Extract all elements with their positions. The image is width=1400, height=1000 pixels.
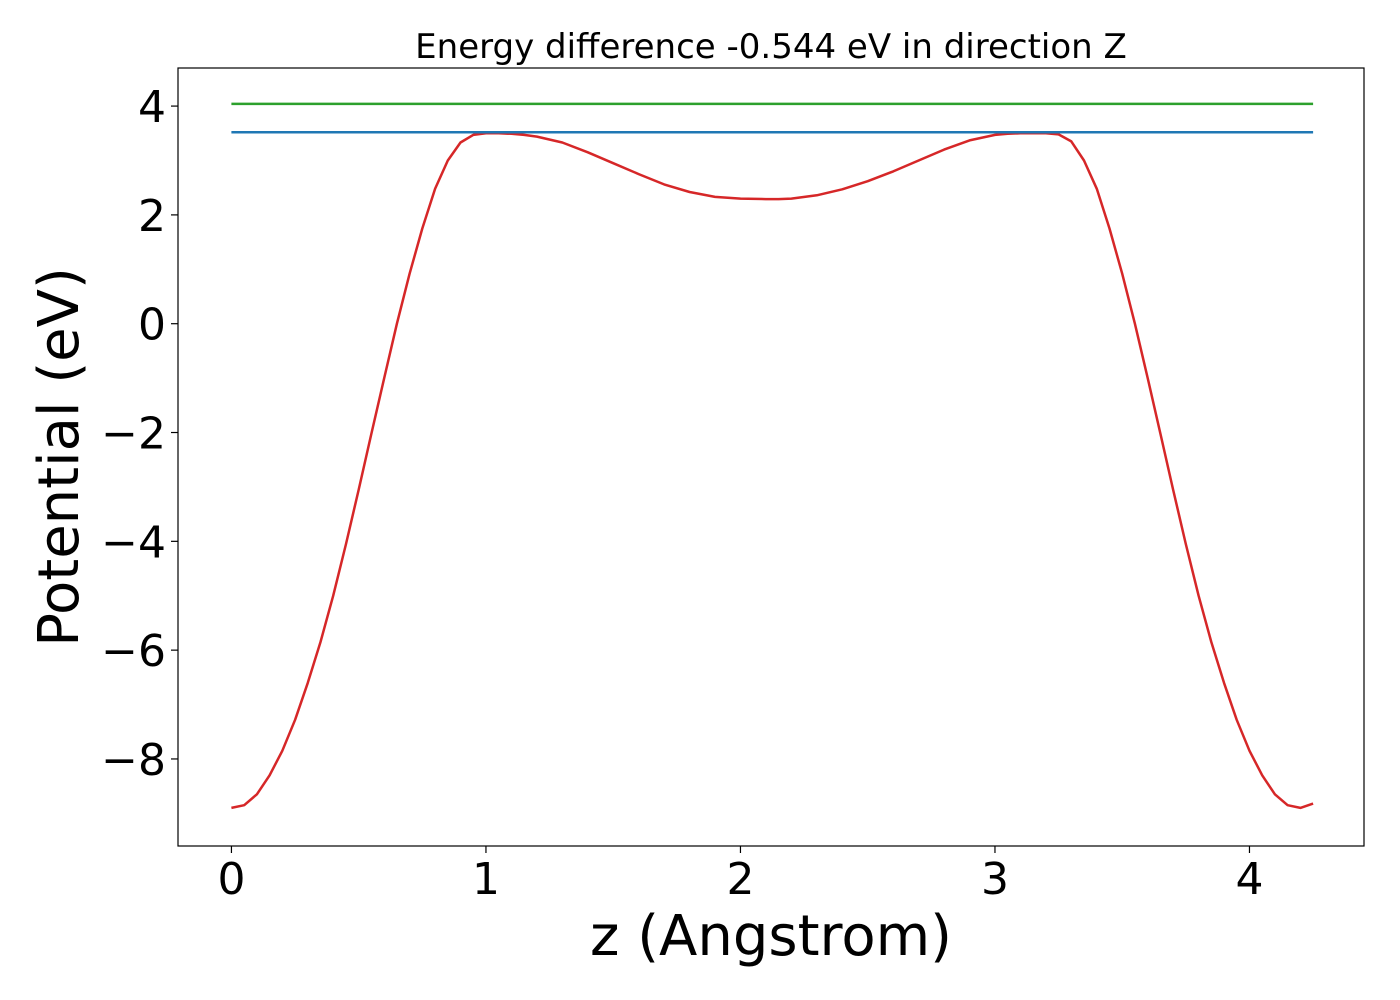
y-tick-label: −6 bbox=[101, 626, 166, 677]
x-tick-label: 4 bbox=[1235, 854, 1263, 905]
y-tick-label: −4 bbox=[101, 517, 166, 568]
y-axis-label: Potential (eV) bbox=[27, 267, 92, 647]
y-tick-label: −2 bbox=[101, 409, 166, 460]
y-tick-label: −8 bbox=[101, 735, 166, 786]
series-layer bbox=[231, 102, 1314, 810]
tick-layer: 0 1 2 3 4 4 2 0 −2 −4 −6 −8 bbox=[101, 82, 1263, 905]
x-tick-label: 3 bbox=[981, 854, 1009, 905]
y-tick-label: 4 bbox=[138, 82, 166, 133]
series-line-1 bbox=[231, 132, 1314, 810]
y-tick-label: 0 bbox=[138, 300, 166, 351]
x-axis-label: z (Angstrom) bbox=[590, 904, 952, 969]
plot-area-frame bbox=[177, 67, 1365, 847]
y-tick-label: 2 bbox=[138, 191, 166, 242]
x-tick-label: 1 bbox=[472, 854, 500, 905]
x-tick-label: 2 bbox=[726, 854, 754, 905]
x-tick-label: 0 bbox=[217, 854, 245, 905]
chart-title: Energy difference -0.544 eV in direction… bbox=[415, 27, 1127, 67]
